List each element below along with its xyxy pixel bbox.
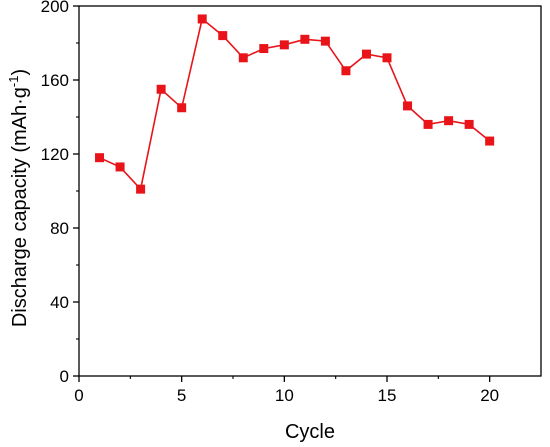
y-axis-title: Discharge capacity (mAh·g-1) xyxy=(6,69,31,327)
plot-border xyxy=(78,5,542,377)
y-tick-label: 120 xyxy=(41,145,69,164)
x-tick-label: 20 xyxy=(480,386,499,405)
data-point xyxy=(279,40,289,50)
data-point xyxy=(115,162,125,172)
data-point xyxy=(464,119,474,129)
y-axis: 0 40 80 120 160 200 xyxy=(41,0,79,386)
y-axis-title-main: Discharge capacity (mAh·g xyxy=(9,87,31,327)
data-point xyxy=(218,31,228,41)
data-point xyxy=(361,49,371,59)
data-point xyxy=(197,14,207,24)
data-point xyxy=(300,34,310,44)
data-point xyxy=(423,119,433,129)
y-tick-label: 200 xyxy=(41,0,69,16)
data-point xyxy=(341,66,351,76)
plot-frame xyxy=(78,5,542,377)
data-point xyxy=(177,103,187,113)
data-point xyxy=(320,36,330,46)
data-point xyxy=(95,153,105,163)
y-tick-label: 0 xyxy=(60,367,69,386)
data-point xyxy=(136,184,146,194)
data-point xyxy=(238,53,248,63)
data-point xyxy=(403,101,413,111)
series-line xyxy=(99,17,491,191)
y-tick-label: 80 xyxy=(50,219,69,238)
data-point xyxy=(382,53,392,63)
x-tick-label: 5 xyxy=(177,386,186,405)
x-axis: 0 5 10 15 20 xyxy=(74,376,499,405)
x-axis-title: Cycle xyxy=(285,421,335,443)
data-point xyxy=(156,84,166,94)
data-series xyxy=(95,14,495,194)
x-tick-label: 0 xyxy=(74,386,83,405)
y-tick-label: 40 xyxy=(50,293,69,312)
y-axis-title-close: ) xyxy=(9,69,31,76)
data-point xyxy=(444,116,454,126)
data-point xyxy=(259,44,269,54)
y-axis-title-superscript: -1 xyxy=(6,76,21,88)
data-point xyxy=(485,136,495,146)
x-tick-label: 15 xyxy=(378,386,397,405)
y-tick-label: 160 xyxy=(41,71,69,90)
x-tick-label: 10 xyxy=(275,386,294,405)
